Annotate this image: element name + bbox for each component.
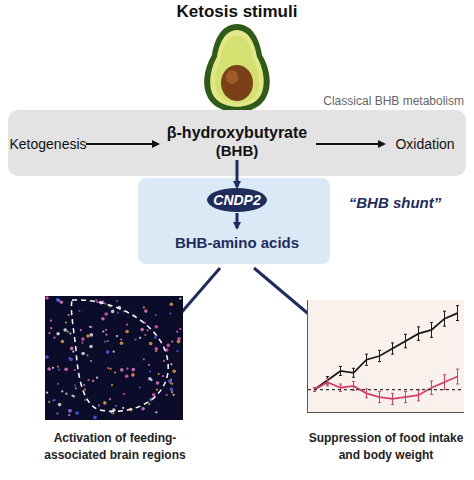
svg-text:Ketogenesis: Ketogenesis [9, 136, 86, 152]
svg-text:Classical BHB metabolism: Classical BHB metabolism [323, 94, 464, 108]
svg-text:associated brain regions: associated brain regions [44, 448, 186, 462]
svg-text:Activation of feeding-: Activation of feeding- [54, 431, 177, 445]
svg-text:BHB-amino acids: BHB-amino acids [175, 234, 299, 251]
svg-text:(BHB): (BHB) [216, 142, 259, 159]
svg-text:“BHB shunt”: “BHB shunt” [349, 194, 442, 211]
svg-text:β-hydroxybutyrate: β-hydroxybutyrate [167, 124, 308, 141]
svg-text:and body weight: and body weight [339, 448, 434, 462]
svg-text:CNDP2: CNDP2 [213, 192, 261, 208]
svg-text:Suppression of food intake: Suppression of food intake [309, 431, 464, 445]
svg-text:Oxidation: Oxidation [395, 136, 454, 152]
svg-text:Ketosis stimuli: Ketosis stimuli [177, 2, 298, 21]
